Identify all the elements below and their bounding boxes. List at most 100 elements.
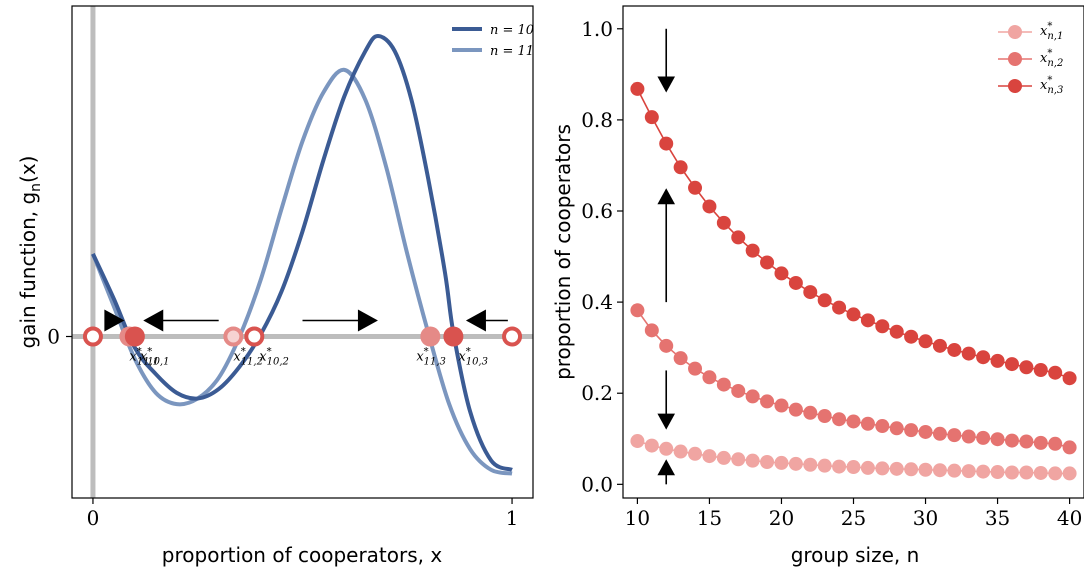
- legend-swatch-marker-right-2: [1008, 79, 1022, 93]
- y-tick-label-right-4: 0.8: [581, 108, 613, 132]
- data-point: [688, 446, 703, 461]
- flow-arrow-head-2: [357, 309, 378, 332]
- data-point: [659, 441, 674, 456]
- data-point: [1048, 466, 1063, 481]
- data-point: [745, 389, 760, 404]
- equilibrium-label-2: x* 11,2: [233, 347, 263, 368]
- legend-left: n = 10 n = 11: [452, 23, 534, 59]
- data-point: [990, 353, 1005, 368]
- data-point: [1019, 434, 1034, 449]
- data-point: [1033, 362, 1048, 377]
- direction-arrow-head-1: [657, 188, 676, 205]
- data-point: [630, 434, 645, 449]
- x-tick-label-right-4: 30: [913, 506, 938, 530]
- x-axis-label-right: group size, n: [791, 543, 920, 567]
- data-point: [803, 457, 818, 472]
- data-point: [817, 458, 832, 473]
- data-point: [976, 350, 991, 365]
- legend-label-left-1: n = 11: [490, 44, 534, 59]
- data-point: [774, 266, 789, 281]
- equilibrium-label-1: x* 10,1: [140, 347, 170, 368]
- data-point: [860, 416, 875, 431]
- data-point: [731, 452, 746, 467]
- data-point: [702, 370, 717, 385]
- direction-arrow-head-2: [657, 413, 676, 430]
- data-point: [673, 444, 688, 459]
- data-point: [990, 432, 1005, 447]
- x-tick-label-right-5: 35: [985, 506, 1010, 530]
- data-point: [846, 460, 861, 475]
- data-point: [1019, 360, 1034, 375]
- data-point: [673, 160, 688, 175]
- data-point: [1019, 465, 1034, 480]
- stable-equilibrium-5: [420, 326, 441, 347]
- data-point: [889, 324, 904, 339]
- data-point: [832, 412, 847, 427]
- data-point: [990, 465, 1005, 480]
- series-line-n11: [91, 67, 513, 476]
- direction-arrows: [657, 28, 676, 485]
- data-point: [889, 421, 904, 436]
- x-axis-label-left: proportion of cooperators, x: [162, 543, 443, 567]
- data-point: [745, 243, 760, 258]
- direction-arrow-head-3: [657, 459, 676, 476]
- flow-arrow-head-1: [143, 309, 164, 332]
- data-point: [688, 180, 703, 195]
- data-point: [1048, 365, 1063, 380]
- equilibrium-series: [630, 81, 1077, 481]
- legend-swatch-marker-right-0: [1008, 25, 1022, 39]
- series-1: [630, 303, 1077, 455]
- flow-arrows: [104, 309, 508, 332]
- data-point: [788, 456, 803, 471]
- data-point: [832, 300, 847, 315]
- data-point: [788, 275, 803, 290]
- data-point: [817, 293, 832, 308]
- equilibrium-label-5: x* 10,3: [458, 347, 488, 368]
- equilibrium-labels: x* 11,1x* 10,1 x* 11,2x* 10,2 x* 11,3 x* 10,3: [129, 347, 488, 368]
- data-point: [976, 430, 991, 445]
- data-point: [1048, 436, 1063, 451]
- data-point: [1004, 357, 1019, 372]
- y-tick-label-right-1: 0.2: [581, 381, 613, 405]
- data-point: [1004, 433, 1019, 448]
- x-tick-label-right-0: 10: [625, 506, 650, 530]
- data-point: [817, 409, 832, 423]
- series-line-2: [636, 88, 1070, 379]
- data-point: [860, 313, 875, 328]
- legend-right: x* n,1 x* n,2 x* n,3: [998, 21, 1063, 96]
- x-tick-label-left-1: 1: [506, 506, 519, 530]
- data-point: [774, 398, 789, 413]
- data-point: [716, 450, 731, 465]
- data-point: [760, 255, 775, 270]
- y-axis-label-left: gain function, gn(x): [16, 156, 44, 349]
- data-point: [803, 405, 818, 420]
- data-point: [860, 460, 875, 475]
- data-point: [932, 463, 947, 478]
- legend-label-left-0: n = 10: [490, 23, 534, 38]
- data-point: [932, 426, 947, 441]
- equilibria-vs-group-size-chart: 10 15 20 25 30 35 40 0.00.20.40.60.81.0 x* n,1x…: [551, 5, 1084, 567]
- data-point: [702, 199, 717, 214]
- data-point: [1062, 371, 1077, 386]
- x-tick-label-right-6: 40: [1057, 506, 1082, 530]
- data-point: [644, 323, 659, 338]
- data-point: [659, 338, 674, 353]
- data-point: [774, 455, 789, 470]
- data-point: [875, 419, 890, 434]
- legend-label-right-1: x* n,2: [1040, 48, 1063, 69]
- data-point: [1004, 465, 1019, 480]
- data-point: [918, 334, 933, 349]
- data-point: [731, 230, 746, 245]
- data-point: [961, 429, 976, 444]
- data-point: [1033, 465, 1048, 480]
- data-point: [1033, 435, 1048, 450]
- data-point: [644, 438, 659, 453]
- data-point: [688, 361, 703, 376]
- data-point: [832, 459, 847, 474]
- data-point: [961, 464, 976, 479]
- data-point: [846, 414, 861, 429]
- gain-curves: [91, 34, 513, 476]
- data-point: [947, 463, 962, 478]
